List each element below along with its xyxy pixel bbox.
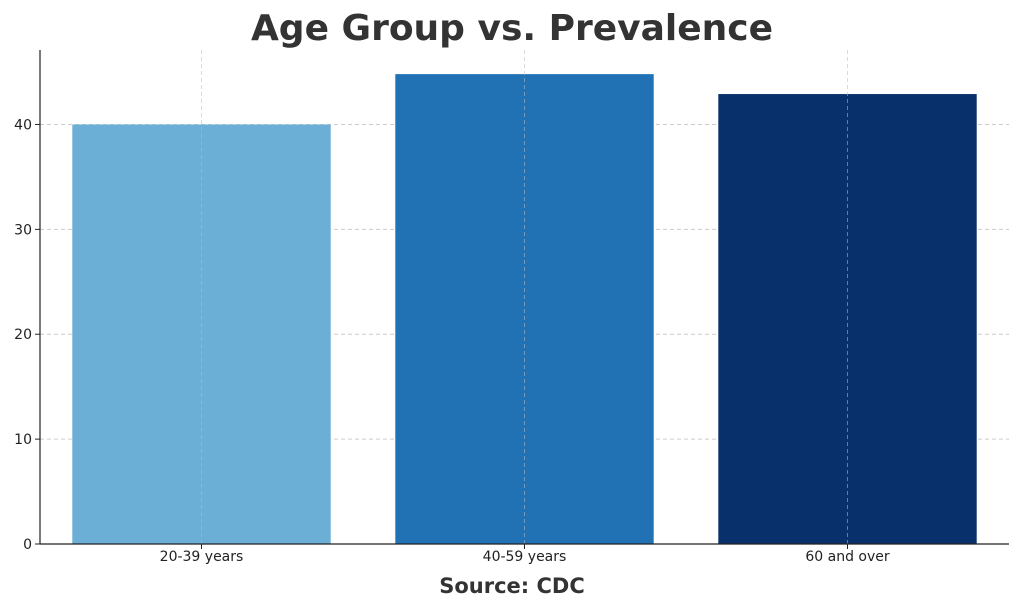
chart-title: Age Group vs. Prevalence — [250, 8, 774, 49]
x-tick-label: 60 and over — [805, 549, 890, 565]
y-tick-label: 40 — [14, 117, 32, 133]
bars-layer — [72, 74, 977, 544]
vertical-grid-layer — [201, 50, 848, 544]
y-tick-label: 10 — [14, 432, 32, 448]
x-axis-label: Source: CDC — [439, 574, 585, 598]
y-tick-label: 20 — [14, 327, 32, 343]
x-tick-label: 40-59 years — [483, 549, 567, 565]
x-tick-label: 20-39 years — [160, 549, 244, 565]
y-tick-label: 30 — [14, 222, 32, 238]
bar — [72, 124, 331, 544]
y-tick-label: 0 — [23, 537, 32, 553]
ticks-layer: 0 10 20 30 40 20-39 years 40-59 years 60 and ov… — [14, 117, 890, 565]
